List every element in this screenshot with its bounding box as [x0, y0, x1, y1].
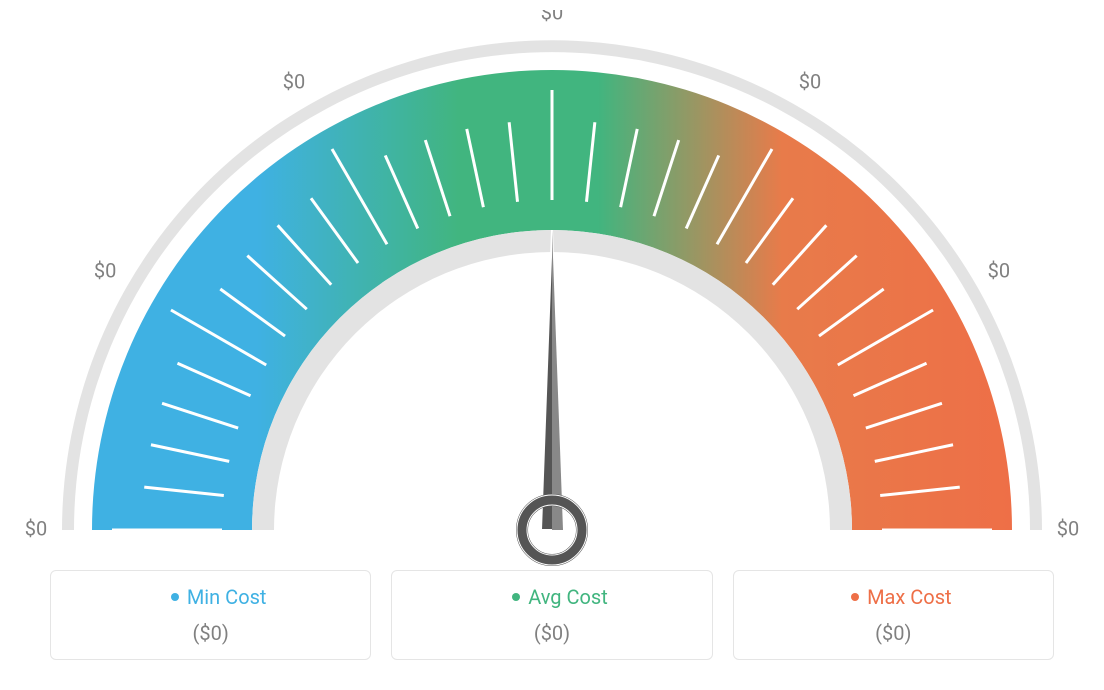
- legend-max-value: ($0): [744, 621, 1043, 645]
- tick-label: $0: [283, 69, 305, 93]
- legend-card-max: Max Cost ($0): [733, 570, 1054, 660]
- tick-label: $0: [541, 10, 563, 24]
- legend-avg-value: ($0): [402, 621, 701, 645]
- legend-row: Min Cost ($0) Avg Cost ($0) Max Cost ($0…: [50, 570, 1054, 660]
- legend-avg-label-text: Avg Cost: [528, 585, 608, 609]
- legend-avg-label: Avg Cost: [496, 585, 608, 609]
- tick-label: $0: [988, 258, 1010, 282]
- legend-dot-icon: [171, 593, 179, 601]
- tick-label: $0: [799, 69, 821, 93]
- gauge-svg: $0 $0 $0 $0 $0 $0 $0: [10, 10, 1094, 570]
- tick-label: $0: [1057, 516, 1079, 540]
- legend-max-label-text: Max Cost: [867, 585, 952, 609]
- legend-dot-icon: [512, 593, 520, 601]
- legend-dot-icon: [851, 593, 859, 601]
- tick-label: $0: [25, 516, 47, 540]
- legend-max-label: Max Cost: [835, 585, 952, 609]
- tick-label: $0: [94, 258, 116, 282]
- legend-min-value: ($0): [61, 621, 360, 645]
- legend-min-label-text: Min Cost: [187, 585, 267, 609]
- legend-min-label: Min Cost: [155, 585, 267, 609]
- legend-card-avg: Avg Cost ($0): [391, 570, 712, 660]
- gauge-chart: $0 $0 $0 $0 $0 $0 $0: [10, 10, 1094, 550]
- legend-card-min: Min Cost ($0): [50, 570, 371, 660]
